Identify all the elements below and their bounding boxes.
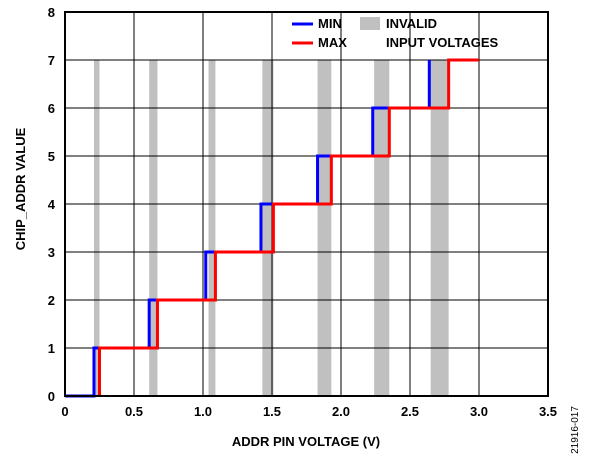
invalid-voltage-bands xyxy=(93,60,449,396)
invalid-band-1 xyxy=(149,60,158,396)
invalid-band-5 xyxy=(374,60,390,396)
legend: MIN MAX INVALID INPUT VOLTAGES xyxy=(292,16,499,50)
plot-frame xyxy=(64,11,549,397)
y-tick-label: 5 xyxy=(48,149,55,164)
x-tick-label: 1.5 xyxy=(263,404,281,419)
invalid-band-4 xyxy=(317,60,332,396)
x-tick-label: 1.0 xyxy=(194,404,212,419)
x-tick-label: 2.0 xyxy=(332,404,350,419)
legend-max-label: MAX xyxy=(318,35,347,50)
invalid-band-2 xyxy=(208,60,216,396)
x-tick-label: 3.0 xyxy=(470,404,488,419)
x-axis-title: ADDR PIN VOLTAGE (V) xyxy=(232,434,380,449)
y-axis-title: CHIP_ADDR VALUE xyxy=(13,127,28,250)
invalid-band-0 xyxy=(93,60,100,396)
legend-min-label: MIN xyxy=(318,16,342,31)
legend-invalid-label-line2: INPUT VOLTAGES xyxy=(386,35,499,50)
y-tick-labels: 0 1 2 3 4 5 6 7 8 xyxy=(48,5,56,404)
series-lines xyxy=(65,58,479,398)
legend-invalid-swatch xyxy=(360,17,380,30)
invalid-band-6 xyxy=(430,60,449,396)
y-tick-label: 1 xyxy=(48,341,55,356)
x-tick-label: 0 xyxy=(61,404,68,419)
y-tick-label: 2 xyxy=(48,293,55,308)
x-tick-label: 3.5 xyxy=(539,404,557,419)
figure-id: 21916-017 xyxy=(570,406,581,454)
invalid-band-3 xyxy=(262,60,274,396)
y-tick-label: 7 xyxy=(48,53,55,68)
y-tick-label: 3 xyxy=(48,245,55,260)
legend-invalid-label-line1: INVALID xyxy=(386,16,437,31)
x-tick-label: 0.5 xyxy=(125,404,143,419)
y-tick-label: 0 xyxy=(48,389,55,404)
y-tick-label: 4 xyxy=(48,197,56,212)
series-max-line xyxy=(98,58,479,396)
x-tick-label: 2.5 xyxy=(401,404,419,419)
y-tick-label: 6 xyxy=(48,101,55,116)
x-tick-labels: 0 0.5 1.0 1.5 2.0 2.5 3.0 3.5 xyxy=(61,404,557,419)
y-tick-label: 8 xyxy=(48,5,55,20)
